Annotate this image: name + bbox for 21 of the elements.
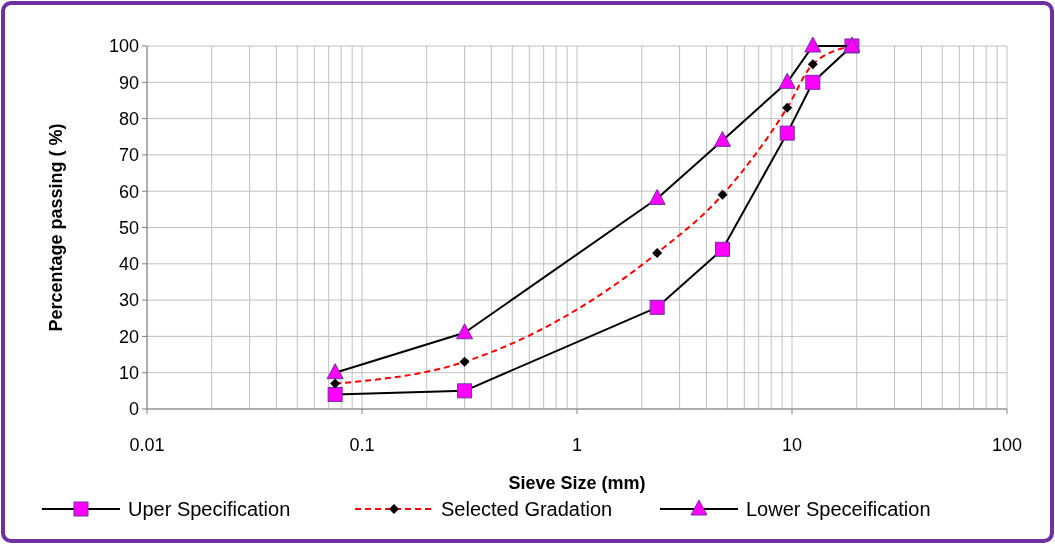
y-tick-label: 0	[128, 399, 139, 420]
x-tick-label: 0.1	[349, 435, 375, 455]
y-tick-label: 100	[108, 36, 139, 57]
y-tick-label: 30	[118, 290, 139, 311]
x-tick-label: 100	[991, 435, 1023, 455]
y-tick-label: 20	[118, 326, 139, 347]
legend-label: Selected Gradation	[441, 498, 613, 520]
x-tick-label: 1	[571, 435, 583, 455]
y-tick-label: 40	[118, 254, 139, 275]
y-tick-label: 80	[118, 108, 139, 129]
y-tick-label: 70	[118, 145, 139, 166]
y-tick-label: 50	[118, 217, 139, 238]
legend-label: Uper Specification	[128, 498, 291, 520]
x-tick-label: 10	[781, 435, 803, 455]
x-tick-label: 0.01	[129, 435, 165, 455]
y-tick-label: 90	[118, 72, 139, 93]
y-tick-label: 60	[118, 181, 139, 202]
legend-label: Lower Speceification	[746, 498, 931, 520]
x-axis-title: Sieve Size (mm)	[508, 473, 646, 493]
y-axis-title: Percentage passing ( %)	[46, 123, 66, 332]
y-tick-label: 10	[118, 363, 139, 383]
